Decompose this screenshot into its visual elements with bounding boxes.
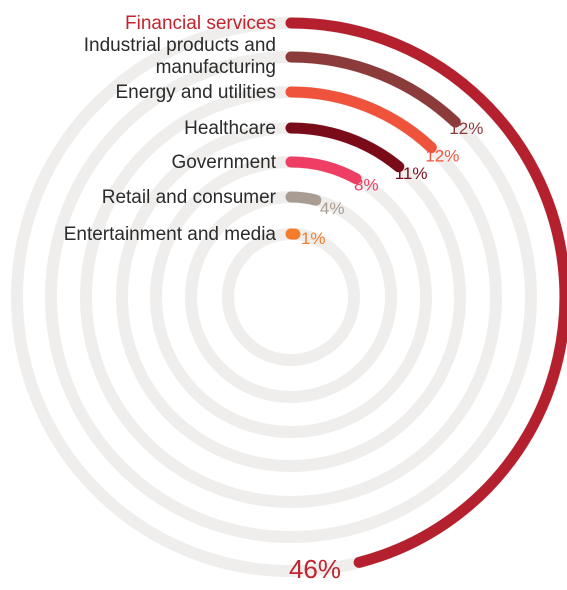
value-label-3: 12% bbox=[425, 147, 459, 166]
value-label-2: 12% bbox=[449, 119, 483, 138]
category-label-6: Retail and consumer bbox=[102, 187, 277, 208]
bar-arc-3 bbox=[285, 86, 437, 154]
track-ring-7 bbox=[222, 228, 360, 366]
value-label-7: 1% bbox=[301, 229, 326, 248]
category-label-1: Financial services bbox=[125, 13, 276, 34]
category-label-2-line-1: Industrial products and bbox=[84, 35, 276, 56]
category-label-7: Entertainment and media bbox=[64, 224, 277, 245]
value-label-6: 4% bbox=[320, 199, 345, 218]
category-label-5: Government bbox=[171, 152, 276, 173]
value-label-5: 8% bbox=[354, 176, 379, 195]
bar-arc-4 bbox=[285, 122, 405, 173]
category-label-3: Energy and utilities bbox=[115, 82, 276, 103]
bar-arc-1 bbox=[285, 17, 567, 568]
value-label-4: 11% bbox=[395, 164, 428, 183]
bar-arc-2 bbox=[285, 51, 461, 128]
category-label-4: Healthcare bbox=[184, 118, 276, 139]
category-label-2-line-2: manufacturing bbox=[156, 57, 276, 78]
bar-arc-6 bbox=[285, 191, 322, 206]
value-label-1: 46% bbox=[289, 554, 341, 584]
bar-arc-5 bbox=[285, 156, 362, 185]
